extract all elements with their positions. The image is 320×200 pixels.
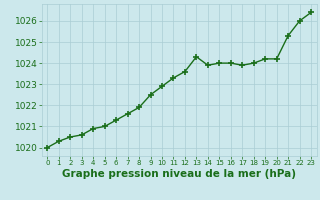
X-axis label: Graphe pression niveau de la mer (hPa): Graphe pression niveau de la mer (hPa) — [62, 169, 296, 179]
